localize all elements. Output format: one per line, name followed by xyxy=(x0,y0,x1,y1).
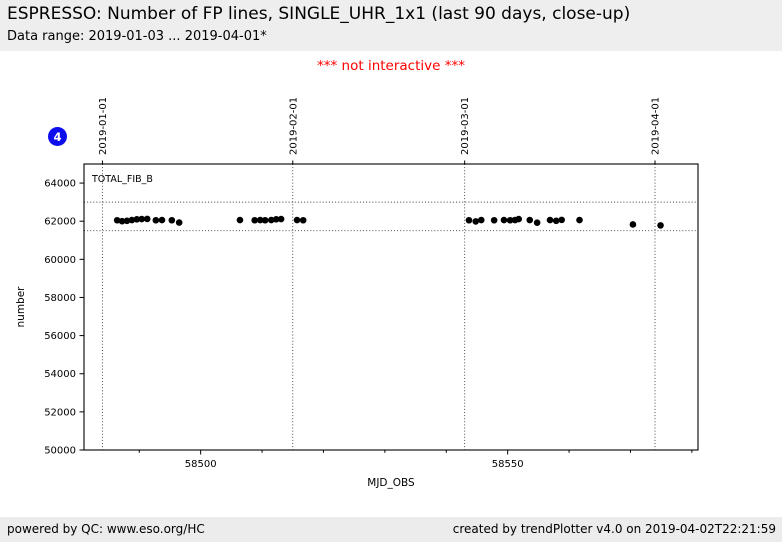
plot-border xyxy=(83,163,699,451)
data-point xyxy=(152,216,160,224)
data-point xyxy=(472,218,480,225)
data-point xyxy=(546,216,554,224)
data-point xyxy=(558,216,565,224)
data-point xyxy=(576,216,583,224)
data-point xyxy=(500,216,508,224)
data-point xyxy=(552,217,560,225)
data-point xyxy=(123,217,131,225)
data-point xyxy=(293,216,301,224)
x-axis-label: MJD_OBS xyxy=(367,477,415,489)
y-tick-label: 62000 xyxy=(44,217,76,228)
data-point xyxy=(515,215,523,223)
month-tick-label: 2019-02-01 xyxy=(288,97,299,155)
data-point xyxy=(251,216,258,224)
data-point xyxy=(261,216,269,224)
scatter-chart: 2019-01-01 2019-02-01 2019-03-01 2019-04-01… xyxy=(15,97,699,489)
data-point xyxy=(299,216,307,224)
data-point xyxy=(175,219,183,226)
data-point xyxy=(168,216,176,224)
y-tick-label: 56000 xyxy=(44,331,76,342)
y-tick-label: 58000 xyxy=(44,293,76,304)
data-point xyxy=(143,215,151,223)
data-point xyxy=(526,216,534,224)
y-tick-label: 60000 xyxy=(44,255,76,266)
footer-created-by: created by trendPlotter v4.0 on 2019-04-… xyxy=(452,522,776,536)
data-point xyxy=(657,222,664,229)
month-tick-label: 2019-03-01 xyxy=(460,97,471,155)
footer-powered-by: powered by QC: www.eso.org/HC xyxy=(7,522,205,536)
data-point xyxy=(133,215,141,223)
y-tick-label: 50000 xyxy=(44,446,76,457)
not-interactive-banner: *** not interactive *** xyxy=(317,58,465,74)
data-point xyxy=(158,216,166,224)
y-axis-label: number xyxy=(15,286,27,328)
data-point xyxy=(236,216,244,224)
data-point xyxy=(477,216,485,224)
data-point xyxy=(506,216,514,224)
data-point xyxy=(465,216,473,224)
month-tick-label: 2019-01-01 xyxy=(98,97,109,155)
plot-index-badge[interactable]: 4 xyxy=(48,127,67,146)
data-point xyxy=(138,215,146,223)
data-point xyxy=(629,221,637,228)
data-point xyxy=(277,215,285,223)
data-point xyxy=(267,216,275,224)
month-tick-label: 2019-04-01 xyxy=(651,97,662,155)
x-tick-label: 58550 xyxy=(492,459,524,470)
data-point xyxy=(490,216,498,224)
data-point xyxy=(118,217,126,225)
footer: powered by QC: www.eso.org/HC created by… xyxy=(0,517,782,542)
data-point xyxy=(272,215,280,223)
data-point xyxy=(113,216,121,224)
data-point xyxy=(128,216,136,224)
legend-label: TOTAL_FIB_B xyxy=(91,174,153,185)
page-title: ESPRESSO: Number of FP lines, SINGLE_UHR… xyxy=(7,4,631,24)
data-range-subtitle: Data range: 2019-01-03 ... 2019-04-01* xyxy=(7,29,267,44)
y-tick-label: 54000 xyxy=(44,369,76,380)
x-tick-label: 58500 xyxy=(185,459,217,470)
y-tick-label: 64000 xyxy=(44,179,76,190)
header: ESPRESSO: Number of FP lines, SINGLE_UHR… xyxy=(0,0,782,51)
y-tick-label: 52000 xyxy=(44,407,76,418)
data-point xyxy=(256,216,264,224)
data-point xyxy=(533,219,541,227)
